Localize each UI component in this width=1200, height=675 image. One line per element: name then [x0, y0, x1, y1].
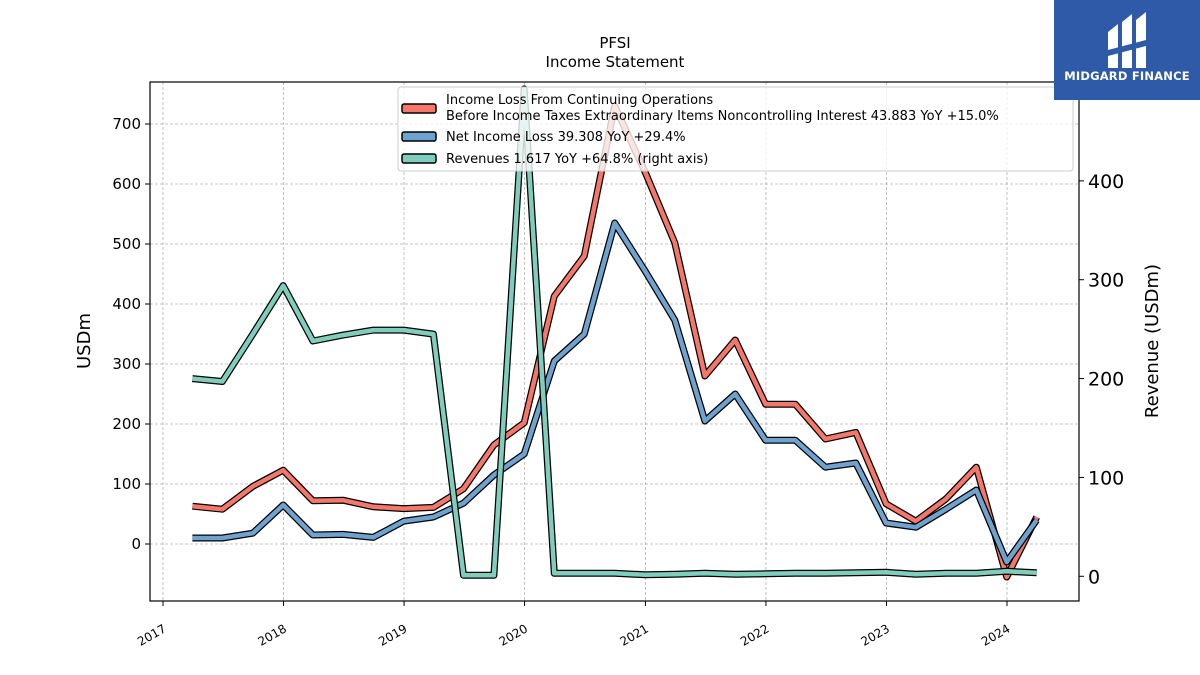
y-tick-label: 100 — [112, 475, 141, 493]
series-net-income-line — [192, 220, 1039, 565]
series-revenues-line — [192, 86, 1037, 578]
legend-label-net-income: Net Income Loss 39.308 YoY +29.4% — [446, 130, 686, 145]
x-tick-label: 2022 — [738, 621, 771, 648]
x-tick-label: 2021 — [617, 621, 650, 648]
legend-label-income-loss-line1: Income Loss From Continuing Operations — [446, 93, 713, 108]
x-tick-label: 2023 — [859, 621, 892, 648]
chart-title: PFSI — [599, 34, 630, 52]
plot-frame — [149, 81, 1080, 602]
y-tick-label: 500 — [112, 235, 141, 253]
brand-logo: MIDGARD FINANCE — [1054, 0, 1200, 100]
legend-label-revenues: Revenues 1.617 YoY +64.8% (right axis) — [446, 152, 708, 167]
x-tick-label: 2019 — [376, 621, 409, 648]
x-tick-label: 2024 — [979, 621, 1012, 648]
y-tick-label: 400 — [112, 295, 141, 313]
y-axis-right-label: Revenue (USDm) — [1142, 264, 1163, 418]
chart-subtitle: Income Statement — [546, 53, 685, 71]
y-right-tick-label: 0 — [1088, 566, 1100, 588]
logo-mark-icon — [1108, 12, 1146, 68]
x-tick-label: 2020 — [497, 621, 530, 648]
y-tick-label: 600 — [112, 175, 141, 193]
legend-swatch-net-income — [401, 131, 437, 142]
y-right-tick-label: 400 — [1088, 171, 1124, 193]
y-right-tick-label: 200 — [1088, 369, 1124, 391]
y-tick-label: 700 — [112, 115, 141, 133]
y-tick-label: 200 — [112, 415, 141, 433]
y-axis-label: USDm — [74, 313, 95, 369]
legend-swatch-revenues — [401, 153, 437, 164]
legend-box — [397, 86, 1074, 172]
legend: Income Loss From Continuing Operations B… — [397, 86, 1074, 172]
legend-label-income-loss-line2: Before Income Taxes Extraordinary Items … — [446, 109, 999, 124]
x-tick-label: 2018 — [256, 621, 289, 648]
series-net-income-outline — [192, 219, 1040, 566]
y-right-tick-label: 100 — [1088, 467, 1124, 489]
y-tick-label: 0 — [131, 535, 141, 553]
y-tick-label: 300 — [112, 355, 141, 373]
brand-name: MIDGARD FINANCE — [1064, 69, 1190, 83]
x-tick-label: 2017 — [135, 621, 168, 648]
axes: 0100200300400500600700010020030040050020… — [112, 72, 1124, 649]
legend-swatch-income-loss — [401, 103, 437, 114]
y-right-tick-label: 300 — [1088, 270, 1124, 292]
